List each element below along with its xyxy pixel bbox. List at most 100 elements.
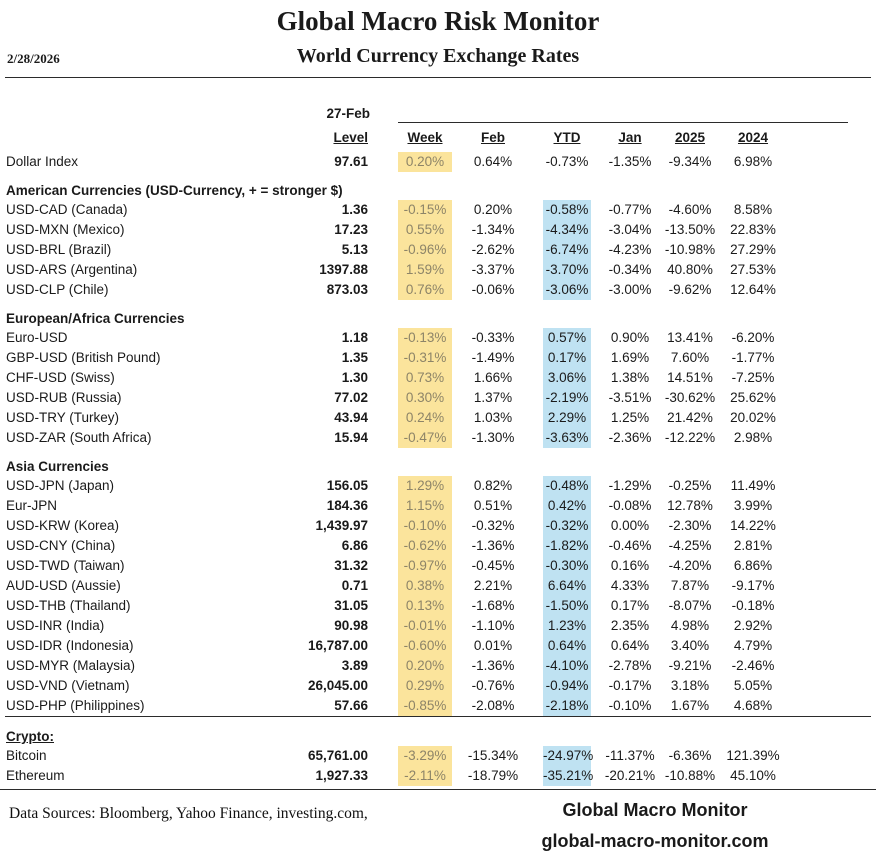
feb-cell: 0.20% — [473, 202, 513, 217]
ytd-cell: -3.70% — [543, 260, 591, 280]
feb-cell: -2.62% — [471, 242, 515, 257]
table-row: USD-IDR (Indonesia) 16,787.00 -0.60% 0.01% 0… — [0, 636, 876, 656]
data-sources-note: Data Sources: Bloomberg, Yahoo Finance, … — [9, 805, 368, 822]
week-cell: -0.15% — [398, 200, 452, 220]
col-2025-cell: -9.62% — [668, 282, 712, 297]
level-cell: 1,927.33 — [315, 768, 368, 783]
col-2025-cell: -10.88% — [664, 768, 716, 783]
label-cell: USD-THB (Thailand) — [6, 598, 131, 613]
feb-cell: -3.37% — [471, 262, 515, 277]
feb-cell: 0.51% — [473, 498, 513, 513]
feb-cell: -1.10% — [471, 618, 515, 633]
week-cell: 0.20% — [398, 656, 452, 676]
feb-cell: 1.66% — [473, 370, 513, 385]
column-header-2025: 2025 — [674, 130, 706, 145]
col-2024-cell: 2.81% — [733, 538, 773, 553]
ytd-cell: -3.06% — [543, 280, 591, 300]
feb-cell: -0.06% — [471, 282, 515, 297]
feb-cell: -1.36% — [471, 658, 515, 673]
col-2024-cell: -0.18% — [731, 598, 775, 613]
feb-cell: -1.49% — [471, 350, 515, 365]
ytd-cell: -0.58% — [543, 200, 591, 220]
week-cell: -3.29% — [398, 746, 452, 766]
col-2024-cell: 4.68% — [733, 698, 773, 713]
col-2025-cell: 14.51% — [667, 370, 713, 385]
label-cell: USD-INR (India) — [6, 618, 105, 633]
col-2025-cell: -6.36% — [668, 748, 712, 763]
as-of-date: 27-Feb — [326, 106, 370, 121]
col-2025-cell: 21.42% — [667, 410, 713, 425]
level-cell: 97.61 — [334, 154, 368, 169]
feb-cell: 2.21% — [473, 578, 513, 593]
jan-cell: 1.69% — [610, 350, 650, 365]
section-row: Asia Currencies — [0, 448, 876, 476]
col-2024-cell: 12.64% — [730, 282, 776, 297]
col-2024-cell: 27.53% — [730, 262, 776, 277]
level-cell: 31.32 — [334, 558, 368, 573]
jan-cell: -0.08% — [608, 498, 652, 513]
feb-cell: 0.82% — [473, 478, 513, 493]
level-cell: 873.03 — [326, 282, 368, 297]
level-cell: 17.23 — [334, 222, 368, 237]
ytd-cell: -0.73% — [545, 154, 589, 169]
label-cell: Ethereum — [6, 768, 65, 783]
column-header-level: Level — [333, 130, 368, 145]
label-cell: Dollar Index — [6, 154, 79, 169]
feb-cell: -0.76% — [471, 678, 515, 693]
label-cell: USD-TWD (Taiwan) — [6, 558, 125, 573]
table-row: USD-CAD (Canada) 1.36 -0.15% 0.20% -0.58% -0.… — [0, 200, 876, 220]
section-row: European/Africa Currencies — [0, 300, 876, 328]
jan-cell: -4.23% — [608, 242, 652, 257]
level-cell: 57.66 — [334, 698, 368, 713]
ytd-cell: -1.82% — [543, 536, 591, 556]
col-2024-cell: 2.98% — [733, 430, 773, 445]
col-2024-cell: 27.29% — [730, 242, 776, 257]
column-header-week: Week — [407, 130, 443, 145]
week-cell: -2.11% — [398, 766, 452, 786]
ytd-cell: 0.64% — [543, 636, 591, 656]
ytd-cell: -35.21% — [543, 766, 593, 786]
label-cell: Euro-USD — [6, 330, 68, 345]
label-cell: USD-MYR (Malaysia) — [6, 658, 136, 673]
column-header-feb: Feb — [480, 130, 505, 145]
table-row: USD-BRL (Brazil) 5.13 -0.96% -2.62% -6.74% -4… — [0, 240, 876, 260]
column-header-ytd: YTD — [553, 130, 581, 145]
column-header-row: Level Week Feb YTD Jan 2025 2024 — [0, 130, 876, 150]
col-2024-cell: 45.10% — [730, 768, 776, 783]
label-cell: Eur-JPN — [6, 498, 58, 513]
col-2025-cell: 4.98% — [670, 618, 710, 633]
table-row: Ethereum 1,927.33 -2.11% -18.79% -35.21% -20.… — [0, 766, 876, 786]
col-2025-cell: 3.18% — [670, 678, 710, 693]
ytd-cell: -2.18% — [543, 696, 591, 716]
label-cell: CHF-USD (Swiss) — [6, 370, 115, 385]
label-cell: USD-CNY (China) — [6, 538, 116, 553]
jan-cell: -0.10% — [608, 698, 652, 713]
jan-cell: -2.78% — [608, 658, 652, 673]
jan-cell: 4.33% — [610, 578, 650, 593]
ytd-cell: -0.30% — [543, 556, 591, 576]
level-cell: 1.36 — [341, 202, 368, 217]
col-2024-cell: -1.77% — [731, 350, 775, 365]
columns-divider — [398, 122, 848, 123]
header-divider — [5, 77, 871, 78]
table-row: CHF-USD (Swiss) 1.30 0.73% 1.66% 3.06% 1.38% 1… — [0, 368, 876, 388]
table-row: USD-TRY (Turkey) 43.94 0.24% 1.03% 2.29% 1.25… — [0, 408, 876, 428]
section-label: Crypto: — [6, 729, 54, 744]
table-row: GBP-USD (British Pound) 1.35 -0.31% -1.49% 0… — [0, 348, 876, 368]
label-cell: USD-CAD (Canada) — [6, 202, 128, 217]
week-cell: -0.96% — [398, 240, 452, 260]
ytd-cell: -4.34% — [543, 220, 591, 240]
level-cell: 1397.88 — [319, 262, 368, 277]
feb-cell: 1.37% — [473, 390, 513, 405]
table-row: Eur-JPN 184.36 1.15% 0.51% 0.42% -0.08% 12.78%… — [0, 496, 876, 516]
col-2024-cell: 22.83% — [730, 222, 776, 237]
ytd-cell: -0.48% — [543, 476, 591, 496]
table-row: USD-ARS (Argentina) 1397.88 1.59% -3.37% -3.… — [0, 260, 876, 280]
ytd-cell: -1.50% — [543, 596, 591, 616]
table-row: USD-TWD (Taiwan) 31.32 -0.97% -0.45% -0.30% 0… — [0, 556, 876, 576]
section-divider — [5, 716, 871, 718]
jan-cell: -2.36% — [608, 430, 652, 445]
label-cell: USD-CLP (Chile) — [6, 282, 109, 297]
week-cell: 1.29% — [398, 476, 452, 496]
col-2024-cell: 8.58% — [733, 202, 773, 217]
